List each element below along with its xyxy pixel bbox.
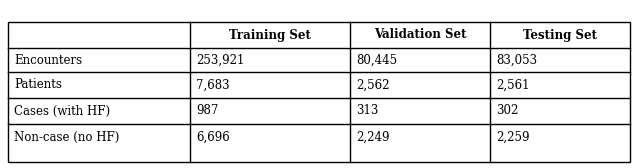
Text: 7,683: 7,683 <box>196 78 230 92</box>
Text: Validation Set: Validation Set <box>374 29 467 41</box>
Text: 80,445: 80,445 <box>356 53 397 67</box>
Text: Patients: Patients <box>14 78 62 92</box>
Text: Training Set: Training Set <box>229 29 311 41</box>
Text: 2,562: 2,562 <box>356 78 390 92</box>
Text: 2,259: 2,259 <box>496 131 529 143</box>
Text: 313: 313 <box>356 104 378 117</box>
Text: 6,696: 6,696 <box>196 131 230 143</box>
Text: 987: 987 <box>196 104 218 117</box>
Text: Encounters: Encounters <box>14 53 82 67</box>
Text: Cases (with HF): Cases (with HF) <box>14 104 110 117</box>
Text: Non-case (no HF): Non-case (no HF) <box>14 131 120 143</box>
Text: Testing Set: Testing Set <box>523 29 597 41</box>
Text: 2,249: 2,249 <box>356 131 390 143</box>
Text: 83,053: 83,053 <box>496 53 537 67</box>
Bar <box>8 22 630 162</box>
Text: 302: 302 <box>496 104 518 117</box>
Text: 253,921: 253,921 <box>196 53 244 67</box>
Text: 2,561: 2,561 <box>496 78 529 92</box>
